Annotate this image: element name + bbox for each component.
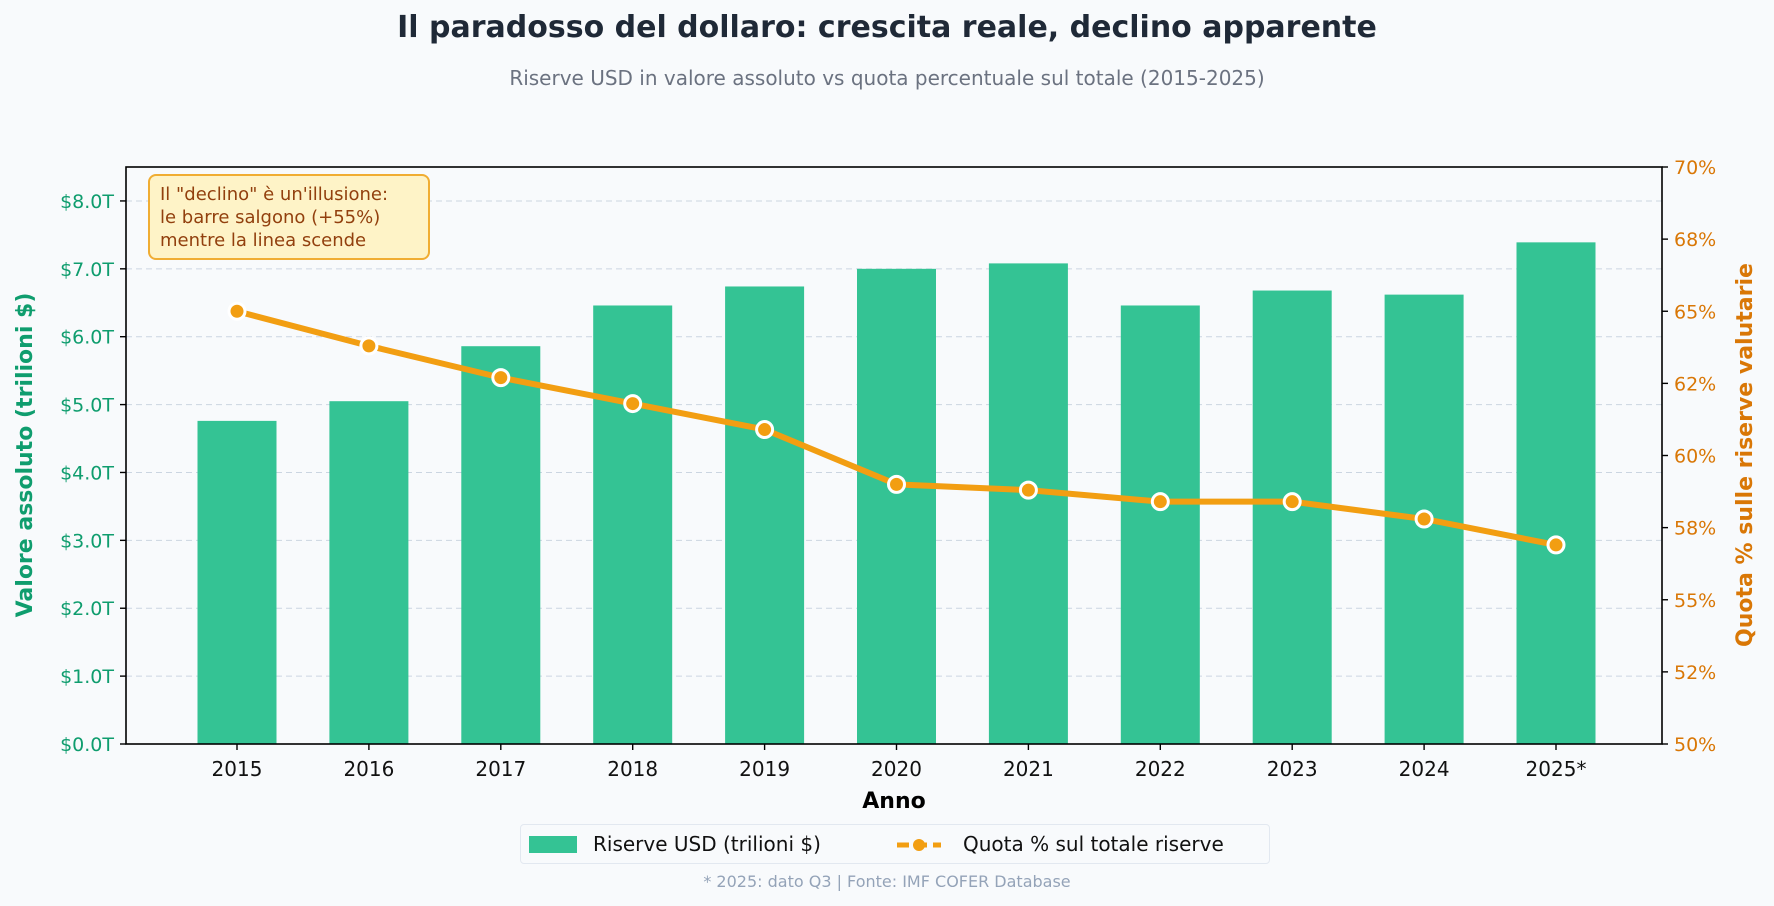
chart-title: Il paradosso del dollaro: crescita reale… bbox=[397, 10, 1377, 45]
annotation-line: Il "declino" è un'illusione: bbox=[160, 184, 389, 205]
line-point-2016 bbox=[359, 336, 379, 356]
x-axis-ticks: 2015 2016 2017 2018 2019 2020 2021 2022 2023 2024… bbox=[212, 744, 1587, 781]
left-tick-label: $3.0T bbox=[60, 530, 114, 552]
left-axis-ticks: $0.0T $1.0T $2.0T $3.0T $4.0T $5.0T $6.0T $7.0T… bbox=[60, 191, 126, 756]
x-tick-label: 2017 bbox=[475, 757, 526, 781]
x-tick-label: 2015 bbox=[212, 757, 263, 781]
line-point-2018 bbox=[623, 394, 643, 414]
line-point-2015 bbox=[227, 301, 247, 321]
right-tick-label: 55% bbox=[1674, 590, 1716, 612]
left-tick-label: $6.0T bbox=[60, 327, 114, 349]
x-tick-label: 2019 bbox=[739, 757, 790, 781]
x-tick-label: 2021 bbox=[1003, 757, 1054, 781]
source-footnote: * 2025: dato Q3 | Fonte: IMF COFER Datab… bbox=[703, 872, 1071, 891]
bar-2015 bbox=[197, 420, 277, 744]
annotation-line: le barre salgono (+55%) bbox=[160, 207, 381, 228]
right-tick-label: 50% bbox=[1674, 734, 1716, 756]
x-axis-label: Anno bbox=[862, 789, 925, 814]
chart-subtitle: Riserve USD in valore assoluto vs quota … bbox=[509, 66, 1265, 90]
left-tick-label: $8.0T bbox=[60, 191, 114, 213]
left-tick-label: $7.0T bbox=[60, 259, 114, 281]
bar-2025* bbox=[1516, 242, 1596, 744]
right-tick-label: 70% bbox=[1674, 157, 1716, 179]
legend-line-swatch bbox=[897, 839, 941, 851]
left-tick-label: $5.0T bbox=[60, 395, 114, 417]
line-point-2023 bbox=[1282, 492, 1302, 512]
line-series bbox=[227, 301, 1566, 555]
left-tick-label: $1.0T bbox=[60, 666, 114, 688]
right-tick-label: 58% bbox=[1674, 518, 1716, 540]
x-tick-label: 2018 bbox=[607, 757, 658, 781]
bar-2020 bbox=[857, 268, 936, 744]
x-tick-label: 2020 bbox=[871, 757, 922, 781]
line-point-2021 bbox=[1018, 480, 1038, 500]
line-point-2024 bbox=[1414, 509, 1434, 529]
legend: Riserve USD (trilioni $) Quota % sul tot… bbox=[520, 824, 1270, 864]
bar-series bbox=[197, 242, 1596, 744]
right-tick-label: 65% bbox=[1674, 301, 1716, 323]
bar-2017 bbox=[461, 346, 541, 744]
bar-2019 bbox=[725, 286, 805, 744]
annotation-line: mentre la linea scende bbox=[160, 230, 367, 251]
x-tick-label: 2023 bbox=[1267, 757, 1318, 781]
bar-2016 bbox=[329, 401, 409, 744]
right-axis-ticks: 50% 52% 55% 58% 60% 62% 65% 68% 70% bbox=[1662, 157, 1716, 756]
right-tick-label: 52% bbox=[1674, 662, 1716, 684]
legend-bar-swatch bbox=[529, 836, 577, 853]
right-tick-label: 62% bbox=[1674, 373, 1716, 395]
line-point-2019 bbox=[755, 420, 775, 440]
bar-2023 bbox=[1252, 290, 1332, 744]
line-point-2025* bbox=[1546, 535, 1566, 555]
annotation-box: Il "declino" è un'illusione: le barre sa… bbox=[148, 174, 430, 260]
x-tick-label: 2022 bbox=[1135, 757, 1186, 781]
x-tick-label: 2016 bbox=[343, 757, 394, 781]
left-tick-label: $4.0T bbox=[60, 462, 114, 484]
x-tick-label: 2025* bbox=[1526, 757, 1587, 781]
bar-2021 bbox=[988, 263, 1068, 744]
legend-bar-label: Riserve USD (trilioni $) bbox=[593, 832, 821, 856]
left-axis-label: Valore assoluto (trilioni $) bbox=[13, 293, 38, 618]
bar-2022 bbox=[1120, 305, 1200, 744]
left-tick-label: $0.0T bbox=[60, 734, 114, 756]
left-tick-label: $2.0T bbox=[60, 598, 114, 620]
bar-2018 bbox=[593, 305, 673, 744]
right-axis-label: Quota % sulle riserve valutarie bbox=[1733, 263, 1758, 647]
x-tick-label: 2024 bbox=[1399, 757, 1450, 781]
legend-line-label: Quota % sul totale riserve bbox=[963, 832, 1224, 856]
line-point-2022 bbox=[1150, 492, 1170, 512]
line-point-2020 bbox=[887, 474, 906, 494]
right-tick-label: 68% bbox=[1674, 229, 1716, 251]
right-tick-label: 60% bbox=[1674, 446, 1716, 468]
line-point-2017 bbox=[491, 368, 511, 388]
